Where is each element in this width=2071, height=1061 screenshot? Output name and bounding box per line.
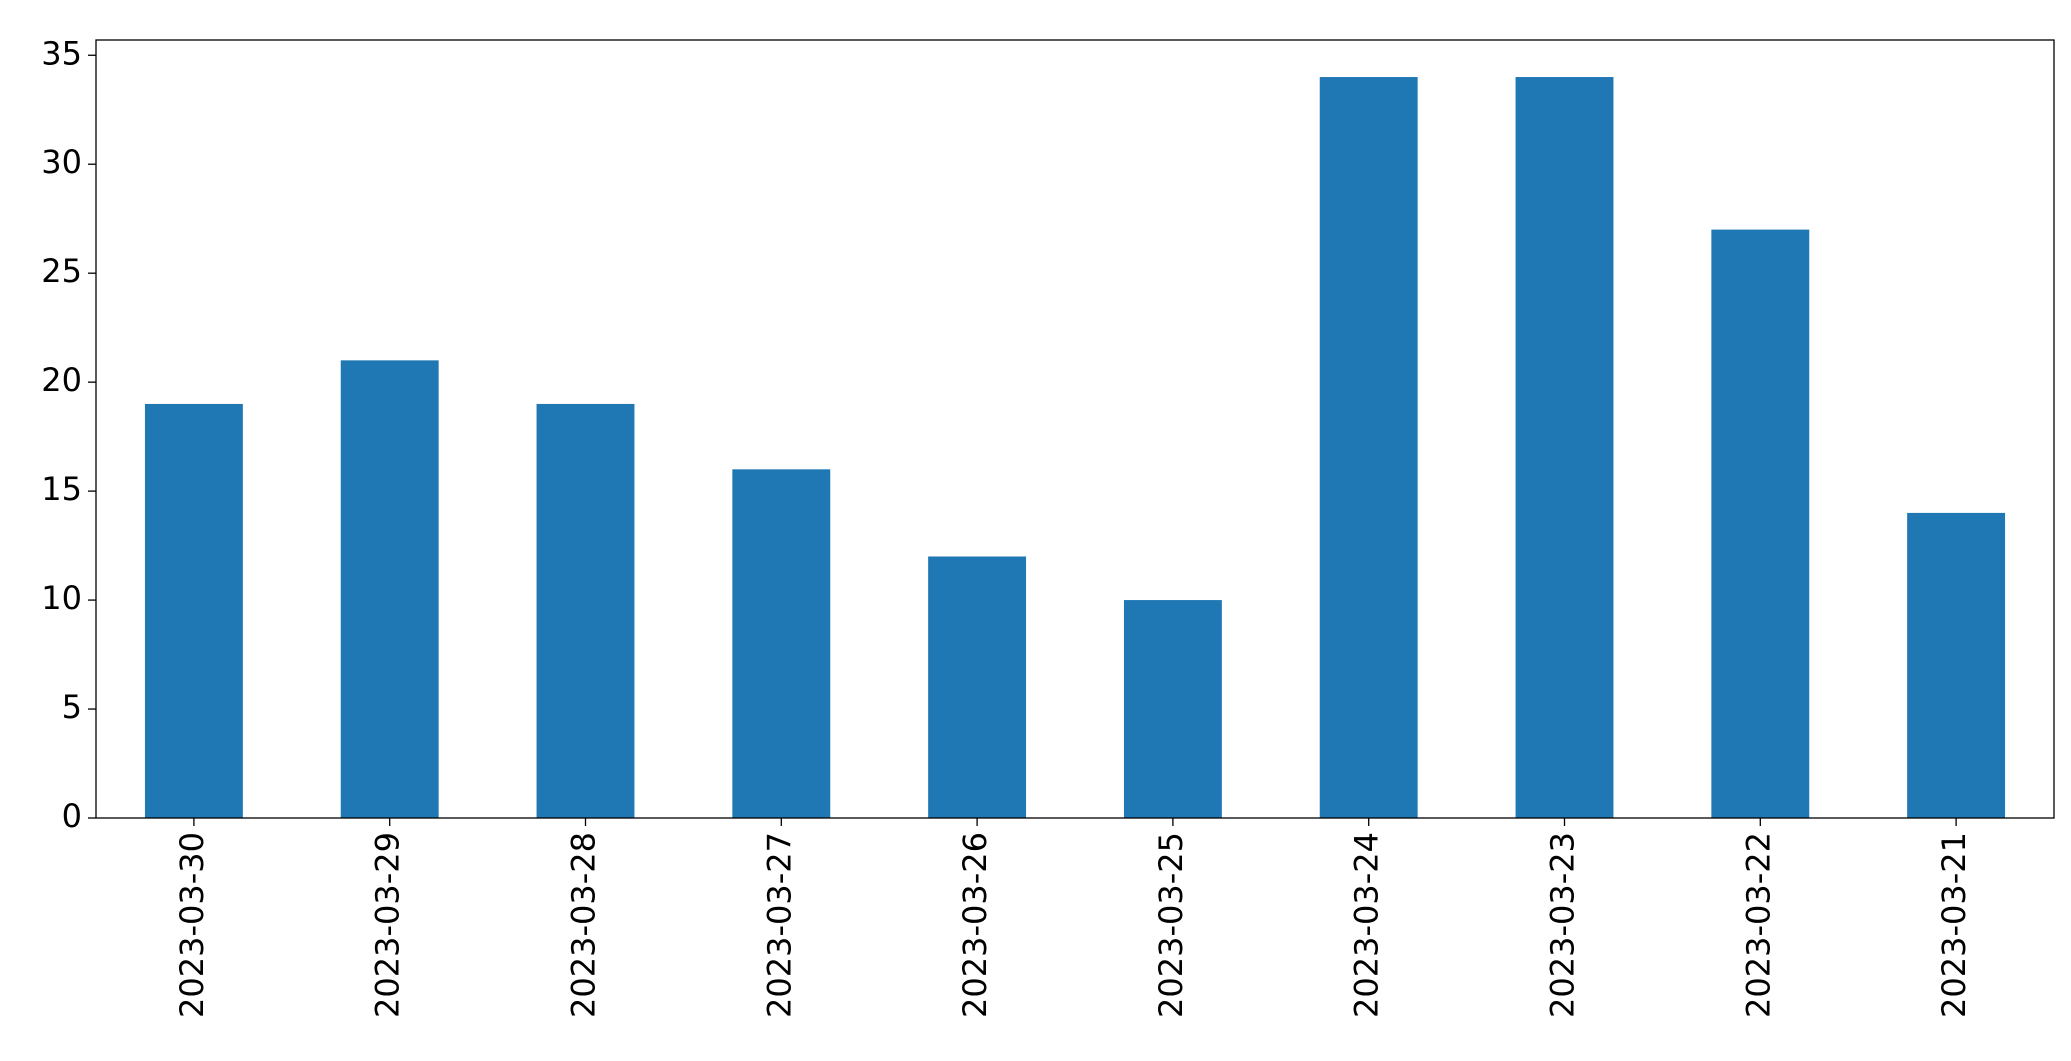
x-tick-label: 2023-03-25: [1152, 832, 1190, 1018]
bar: [928, 556, 1027, 818]
bar: [1123, 600, 1222, 818]
x-tick-label: 2023-03-22: [1739, 832, 1777, 1018]
bar: [1711, 229, 1810, 819]
x-tick-label: 2023-03-28: [565, 832, 603, 1018]
x-tick-label: 2023-03-30: [173, 832, 211, 1018]
y-tick-label: 0: [62, 797, 82, 835]
y-tick-label: 15: [41, 470, 82, 508]
bar: [340, 360, 439, 818]
x-tick-label: 2023-03-29: [369, 832, 407, 1018]
y-tick-label: 10: [41, 579, 82, 617]
y-tick-label: 35: [41, 34, 82, 72]
bar: [536, 403, 635, 818]
x-tick-label: 2023-03-27: [760, 832, 798, 1018]
bar: [144, 403, 243, 818]
x-tick-label: 2023-03-24: [1348, 832, 1386, 1018]
y-tick-label: 20: [41, 361, 82, 399]
bar: [1319, 77, 1418, 819]
plot-frame: [95, 39, 2055, 819]
bar: [732, 469, 831, 818]
x-tick-label: 2023-03-23: [1544, 832, 1582, 1018]
x-tick-label: 2023-03-26: [956, 832, 994, 1018]
x-tick-label: 2023-03-21: [1935, 832, 1973, 1018]
y-tick-label: 25: [41, 252, 82, 290]
y-tick-label: 5: [62, 688, 82, 726]
bar: [1907, 512, 2006, 818]
y-tick-label: 30: [41, 143, 82, 181]
bar: [1515, 77, 1614, 819]
